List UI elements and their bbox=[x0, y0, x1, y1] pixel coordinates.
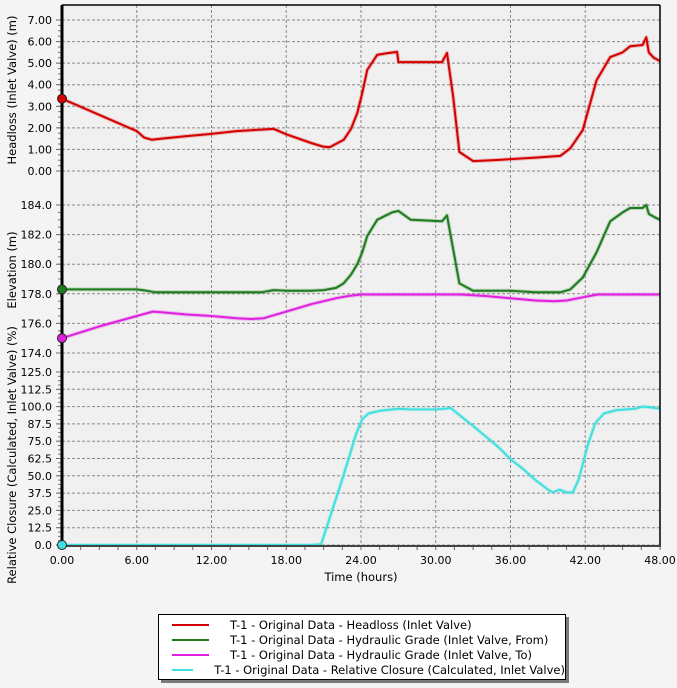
y-tick-label: 180.0 bbox=[21, 258, 53, 271]
series-start-marker bbox=[57, 284, 67, 295]
legend-swatch-red bbox=[172, 624, 209, 626]
y-tick-label: 1.00 bbox=[28, 143, 53, 156]
legend-label: T-1 - Original Data - Hydraulic Grade (I… bbox=[230, 648, 532, 662]
legend-label: T-1 - Original Data - Hydraulic Grade (I… bbox=[230, 633, 549, 647]
x-tick-label: 12.00 bbox=[196, 554, 228, 567]
legend-item-closure: T-1 - Original Data - Relative Closure (… bbox=[159, 662, 565, 678]
y-tick-label: 182.0 bbox=[21, 229, 53, 242]
y-tick-label: 176.0 bbox=[21, 317, 53, 330]
y-tick-label: 184.0 bbox=[21, 199, 53, 212]
x-axis-ticks: 0.00 6.00 12.00 18.00 24.00 30.00 36.00 42.00 48… bbox=[50, 546, 676, 567]
x-tick-label: 48.00 bbox=[644, 554, 676, 567]
y-axis-titles: Headloss (Inlet Valve) (m) Elevation (m) R… bbox=[5, 16, 19, 584]
series-start-marker bbox=[57, 333, 67, 344]
y-tick-label: 178.0 bbox=[21, 288, 53, 301]
legend: T-1 - Original Data - Headloss (Inlet Va… bbox=[158, 614, 566, 680]
legend-label: T-1 - Original Data - Headloss (Inlet Va… bbox=[230, 618, 472, 632]
x-tick-label: 18.00 bbox=[271, 554, 303, 567]
x-axis-title: Time (hours) bbox=[323, 570, 397, 584]
y-tick-label: 12.5 bbox=[28, 522, 53, 535]
x-tick-label: 6.00 bbox=[125, 554, 150, 567]
legend-item-hgl-from: T-1 - Original Data - Hydraulic Grade (I… bbox=[159, 632, 565, 648]
y-tick-label: 87.5 bbox=[28, 418, 53, 431]
series-lines bbox=[61, 35, 661, 547]
y-tick-label: 7.00 bbox=[28, 14, 53, 27]
y-axis-ticks: 0.00 1.00 2.00 3.00 4.00 5.00 6.00 7.00 174.0 176… bbox=[21, 14, 62, 552]
series-line bbox=[62, 405, 661, 546]
y-tick-label: 75.0 bbox=[28, 435, 53, 448]
y-tick-label: 100.0 bbox=[21, 401, 53, 414]
y-tick-label: 112.5 bbox=[21, 383, 53, 396]
y-tick-label: 4.00 bbox=[28, 79, 53, 92]
x-tick-label: 30.00 bbox=[420, 554, 452, 567]
series-line bbox=[61, 293, 660, 340]
x-tick-label: 24.00 bbox=[345, 554, 377, 567]
y-tick-label: 0.00 bbox=[28, 165, 53, 178]
y-tick-label: 125.0 bbox=[21, 366, 53, 379]
series-line bbox=[62, 204, 661, 294]
legend-label: T-1 - Original Data - Relative Closure (… bbox=[214, 663, 565, 677]
x-tick-label: 36.00 bbox=[495, 554, 527, 567]
series-line bbox=[61, 36, 661, 163]
y-tick-label: 2.00 bbox=[28, 122, 53, 135]
legend-item-hgl-to: T-1 - Original Data - Hydraulic Grade (I… bbox=[159, 647, 565, 663]
y-tick-label: 3.00 bbox=[28, 100, 53, 113]
y-tick-label: 5.00 bbox=[28, 57, 53, 70]
y-tick-label: 174.0 bbox=[21, 347, 53, 360]
y-tick-label: 37.5 bbox=[28, 487, 53, 500]
y-axis-title-headloss: Headloss (Inlet Valve) (m) bbox=[5, 16, 19, 165]
legend-swatch-cyan bbox=[172, 669, 194, 671]
x-tick-label: 42.00 bbox=[570, 554, 602, 567]
series-start-marker bbox=[57, 93, 67, 104]
legend-swatch-green bbox=[172, 639, 209, 641]
y-tick-label: 50.0 bbox=[28, 470, 53, 483]
y-tick-label: 0.0 bbox=[35, 539, 53, 552]
y-axis-title-elevation: Elevation (m) bbox=[5, 231, 19, 308]
y-tick-label: 6.00 bbox=[28, 36, 53, 49]
legend-item-headloss: T-1 - Original Data - Headloss (Inlet Va… bbox=[159, 617, 565, 633]
legend-swatch-magenta bbox=[172, 654, 209, 656]
y-tick-label: 62.5 bbox=[28, 453, 53, 466]
series-start-markers bbox=[57, 93, 67, 550]
x-tick-label: 0.00 bbox=[50, 554, 75, 567]
y-tick-label: 25.0 bbox=[28, 504, 53, 517]
series-start-marker bbox=[57, 540, 67, 550]
y-axis-title-closure: Relative Closure (Calculated, Inlet Valv… bbox=[5, 326, 19, 584]
